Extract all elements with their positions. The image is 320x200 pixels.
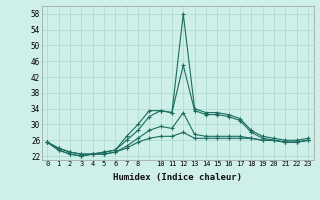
X-axis label: Humidex (Indice chaleur): Humidex (Indice chaleur) <box>113 173 242 182</box>
